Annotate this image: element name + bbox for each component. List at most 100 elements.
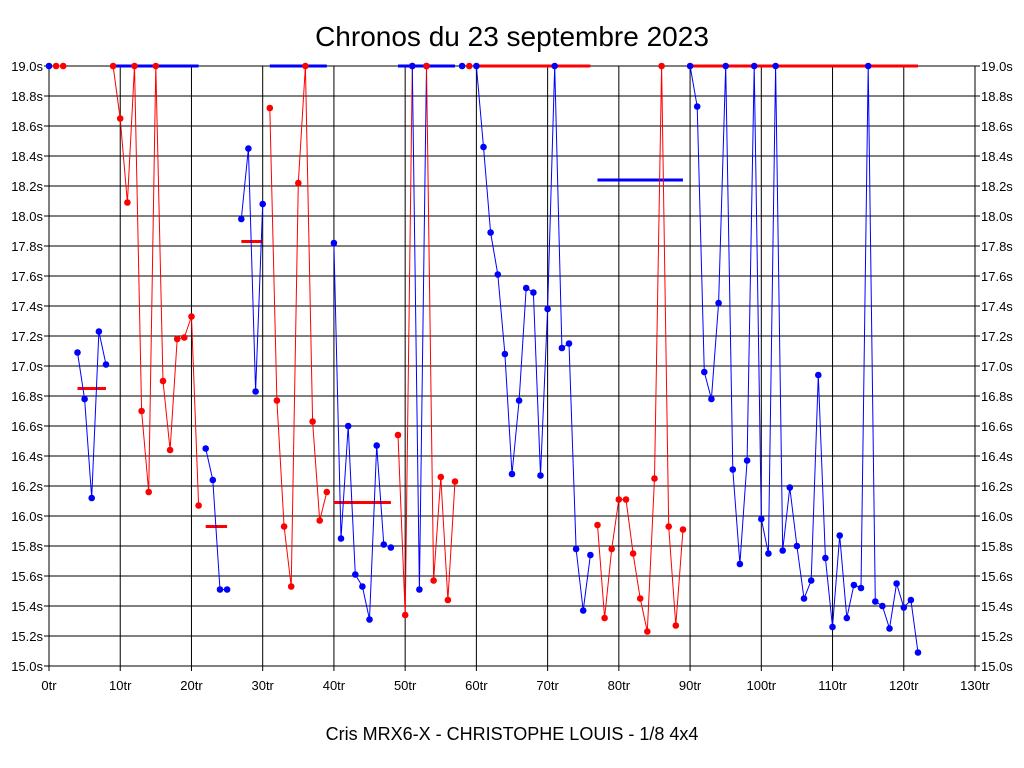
blue-lap-point (850, 581, 858, 589)
red-lap-point (145, 488, 152, 496)
y-tick-label-right: 18.0s (981, 209, 1013, 224)
y-tick-label-left: 18.6s (11, 119, 43, 134)
x-tick-label: 0tr (41, 678, 57, 693)
blue-lap-point (344, 422, 352, 430)
x-tick-label: 70tr (536, 678, 559, 693)
red-lap-point (138, 407, 145, 415)
blue-lap-point (102, 361, 110, 368)
blue-lap-point (352, 571, 359, 578)
blue-lap-point (494, 271, 502, 278)
blue-lap-point (245, 145, 252, 152)
blue-lap-point (829, 623, 836, 631)
y-tick-label-right: 19.0s (981, 59, 1013, 74)
blue-lap-point (88, 494, 95, 502)
blue-lap-point (480, 143, 487, 151)
y-tick-label-right: 18.8s (981, 89, 1013, 104)
red-lap-point (173, 335, 181, 343)
y-tick-label-right: 18.4s (981, 149, 1013, 164)
red-lap-point (266, 104, 274, 112)
blue-lap-point (551, 62, 558, 70)
y-tick-label-left: 17.4s (11, 299, 43, 314)
y-tick-label-right: 17.2s (981, 329, 1013, 344)
blue-lap-point (779, 547, 786, 554)
x-tick-label: 30tr (251, 678, 274, 693)
blue-lap-point (836, 532, 843, 539)
red-lap-point (124, 199, 131, 206)
red-lap-point (159, 377, 167, 385)
y-tick-label-left: 15.6s (11, 569, 43, 584)
blue-lap-point (544, 305, 551, 313)
y-tick-label-left: 18.4s (11, 149, 43, 164)
blue-lap-point (686, 62, 694, 70)
y-tick-label-left: 18.8s (11, 89, 43, 104)
blue-lap-point (95, 328, 103, 335)
blue-lap-point (750, 62, 758, 70)
blue-lap-point (337, 535, 345, 542)
blue-lap-point (900, 604, 908, 611)
red-lap-point (302, 62, 309, 70)
blue-lap-point (380, 541, 388, 548)
blue-lap-point (259, 200, 267, 208)
y-tick-label-left: 15.8s (11, 539, 43, 554)
blue-lap-point (879, 602, 886, 610)
blue-lap-point (572, 545, 580, 553)
y-tick-label-right: 17.6s (981, 269, 1013, 284)
red-lap-point (287, 583, 295, 590)
x-tick-label: 10tr (109, 678, 132, 693)
y-tick-label-right: 16.8s (981, 389, 1013, 404)
blue-lap-point (786, 484, 794, 491)
blue-lap-point (330, 239, 338, 247)
y-tick-label-right: 15.4s (981, 599, 1013, 614)
x-tick-label: 120tr (889, 678, 919, 693)
blue-lap-point (693, 103, 701, 110)
x-tick-label: 100tr (746, 678, 776, 693)
blue-lap-point (45, 62, 53, 70)
red-lap-point (444, 596, 452, 604)
y-tick-label-left: 16.0s (11, 509, 43, 524)
x-tick-label: 20tr (180, 678, 203, 693)
blue-lap-point (359, 583, 366, 590)
y-tick-label-right: 17.8s (981, 239, 1013, 254)
blue-lap-point (701, 368, 708, 376)
blue-lap-point (807, 577, 815, 584)
blue-lap-point (736, 560, 744, 568)
blue-lap-point (729, 466, 737, 473)
red-lap-point (152, 62, 160, 70)
red-lap-point (451, 478, 459, 485)
blue-lap-point (758, 515, 765, 523)
red-lap-point (594, 521, 601, 529)
blue-lap-point (843, 614, 851, 622)
chart-title: Chronos du 23 septembre 2023 (315, 21, 709, 52)
x-tick-label: 40tr (323, 678, 346, 693)
blue-lap-point (487, 229, 494, 236)
y-tick-label-left: 19.0s (11, 59, 43, 74)
y-tick-label-left: 16.2s (11, 479, 43, 494)
red-lap-point (309, 418, 316, 425)
blue-lap-point (522, 284, 530, 292)
blue-lap-point (530, 289, 537, 296)
red-lap-point (636, 595, 644, 602)
blue-lap-point (238, 215, 245, 223)
blue-lap-point (74, 349, 81, 356)
blue-lap-point (473, 62, 480, 70)
x-tick-label: 50tr (394, 678, 417, 693)
y-tick-label-right: 18.2s (981, 179, 1013, 194)
blue-lap-point (252, 388, 259, 395)
red-lap-point (109, 62, 117, 70)
y-tick-label-left: 16.6s (11, 419, 43, 434)
y-tick-label-left: 17.2s (11, 329, 43, 344)
blue-lap-point (815, 371, 822, 379)
blue-lap-point (216, 586, 224, 593)
y-tick-label-right: 16.4s (981, 449, 1013, 464)
blue-lap-point (722, 62, 729, 70)
blue-lap-point (373, 442, 381, 449)
x-tick-label: 130tr (960, 678, 990, 693)
red-lap-point (273, 397, 281, 404)
blue-lap-point (515, 397, 523, 404)
blue-lap-point (416, 586, 423, 593)
blue-lap-point (579, 607, 587, 614)
axis-ticks: 0tr 10tr 20tr 30tr 40tr 50tr 60tr 70tr 80tr 90tr 1… (11, 59, 1013, 693)
blue-lap-point (501, 350, 509, 358)
